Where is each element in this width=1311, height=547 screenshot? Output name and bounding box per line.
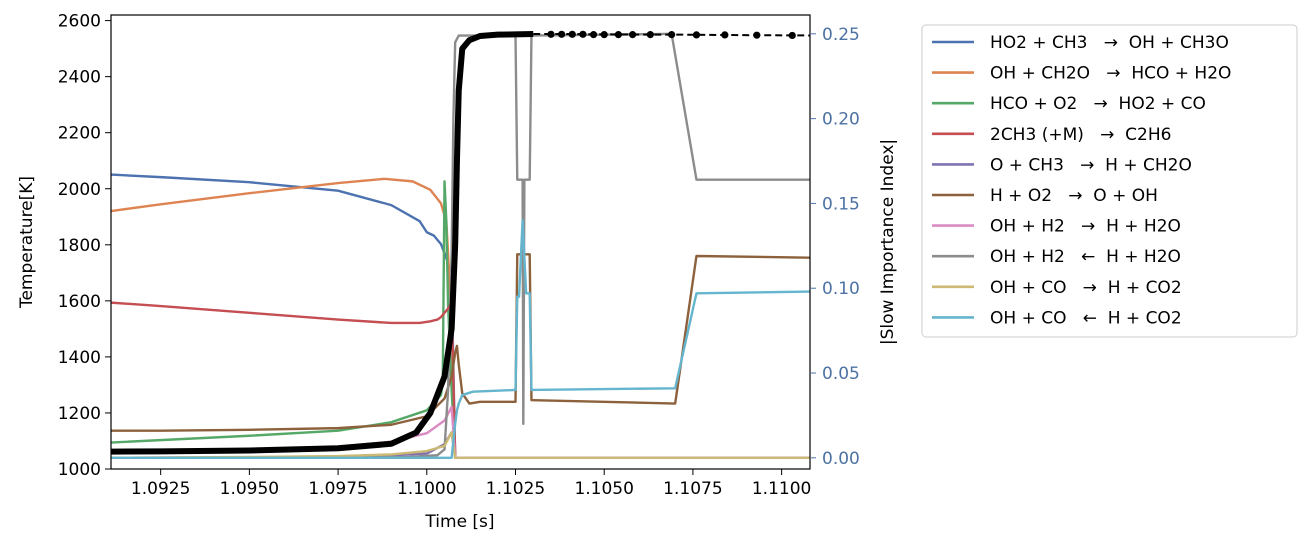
right-y-tick-label: 0.15 (822, 194, 860, 214)
x-tick-label: 1.0925 (131, 479, 190, 499)
legend-label: H + O2 → O + OH (990, 186, 1158, 206)
legend-label: OH + H2 ← H + H2O (990, 247, 1181, 267)
left-y-tick-label: 2200 (58, 124, 101, 144)
legend-label: OH + CH2O → HCO + H2O (990, 64, 1231, 84)
legend-label: HCO + O2 → HO2 + CO (990, 94, 1206, 114)
temperature-marker (753, 31, 761, 39)
x-tick-label: 1.1025 (486, 479, 545, 499)
legend-label: OH + CO → H + CO2 (990, 278, 1182, 298)
left-y-tick-label: 1400 (58, 348, 101, 368)
series-line-9 (111, 431, 810, 460)
plot-frame (110, 14, 811, 470)
legend: HO2 + CH3 → OH + CH3O OH + CH2O → HCO + H… (921, 24, 1298, 338)
x-axis: 1.0925 1.0950 1.0975 1.1000 1.1025 1.1050 1.10… (131, 469, 811, 499)
left-y-axis: 1000 1200 1400 1600 1800 2000 2200 2400 2600 (58, 12, 111, 480)
temperature-line-tail (533, 33, 810, 37)
left-y-tick-label: 2400 (58, 68, 101, 88)
x-tick-label: 1.1100 (752, 479, 811, 499)
left-y-tick-label: 1000 (58, 460, 101, 480)
left-y-axis-title: Temperature[K] (17, 176, 37, 309)
temperature-layer (111, 30, 810, 455)
left-y-tick-label: 2600 (58, 12, 101, 32)
series-line-1 (111, 173, 810, 460)
temperature-marker (579, 30, 587, 38)
right-y-tick-label: 0.00 (822, 449, 860, 469)
temperature-marker (721, 31, 729, 39)
x-axis-title: Time [s] (424, 512, 494, 532)
temperature-marker (547, 30, 555, 38)
legend-label: HO2 + CH3 → OH + CH3O (990, 33, 1229, 53)
right-y-tick-label: 0.05 (822, 364, 860, 384)
temperature-marker (600, 31, 608, 39)
temperature-marker (788, 31, 796, 40)
x-tick-label: 1.1050 (574, 479, 633, 499)
right-y-axis-title: |Slow Importance Index| (878, 139, 898, 345)
temperature-marker (614, 31, 622, 39)
right-y-tick-label: 0.25 (822, 25, 860, 45)
x-tick-label: 1.1075 (663, 479, 722, 499)
legend-label: 2CH3 (+M) → C2H6 (990, 125, 1171, 145)
right-y-tick-label: 0.10 (822, 279, 860, 299)
temperature-marker (628, 31, 637, 39)
temperature-marker (668, 31, 676, 39)
series-line-10 (111, 219, 810, 460)
left-y-tick-label: 1200 (58, 404, 101, 424)
legend-label: OH + CO ← H + CO2 (990, 308, 1182, 328)
right-y-axis: 0.00 0.05 0.10 0.15 0.20 0.25 (810, 25, 860, 469)
temperature-line (111, 31, 534, 455)
right-y-tick-label: 0.20 (822, 110, 860, 130)
temperature-marker (558, 30, 566, 38)
left-y-tick-label: 1800 (58, 236, 101, 256)
x-tick-label: 1.0975 (308, 479, 367, 499)
left-y-tick-label: 2000 (58, 180, 101, 200)
left-y-tick-label: 1600 (58, 292, 101, 312)
temperature-marker (646, 31, 654, 39)
series-line-3 (111, 180, 810, 460)
series-line-6 (111, 253, 810, 432)
temperature-marker (692, 31, 701, 39)
series-line-5 (111, 431, 810, 460)
legend-box (921, 24, 1298, 338)
temperature-marker (589, 31, 598, 39)
x-tick-label: 1.1000 (397, 479, 456, 499)
temperature-marker (568, 30, 576, 38)
x-tick-label: 1.0950 (220, 479, 279, 499)
series-line-2 (111, 177, 810, 460)
legend-label: O + CH3 → H + CH2O (990, 155, 1192, 175)
legend-label: OH + H2 → H + H2O (990, 217, 1181, 237)
